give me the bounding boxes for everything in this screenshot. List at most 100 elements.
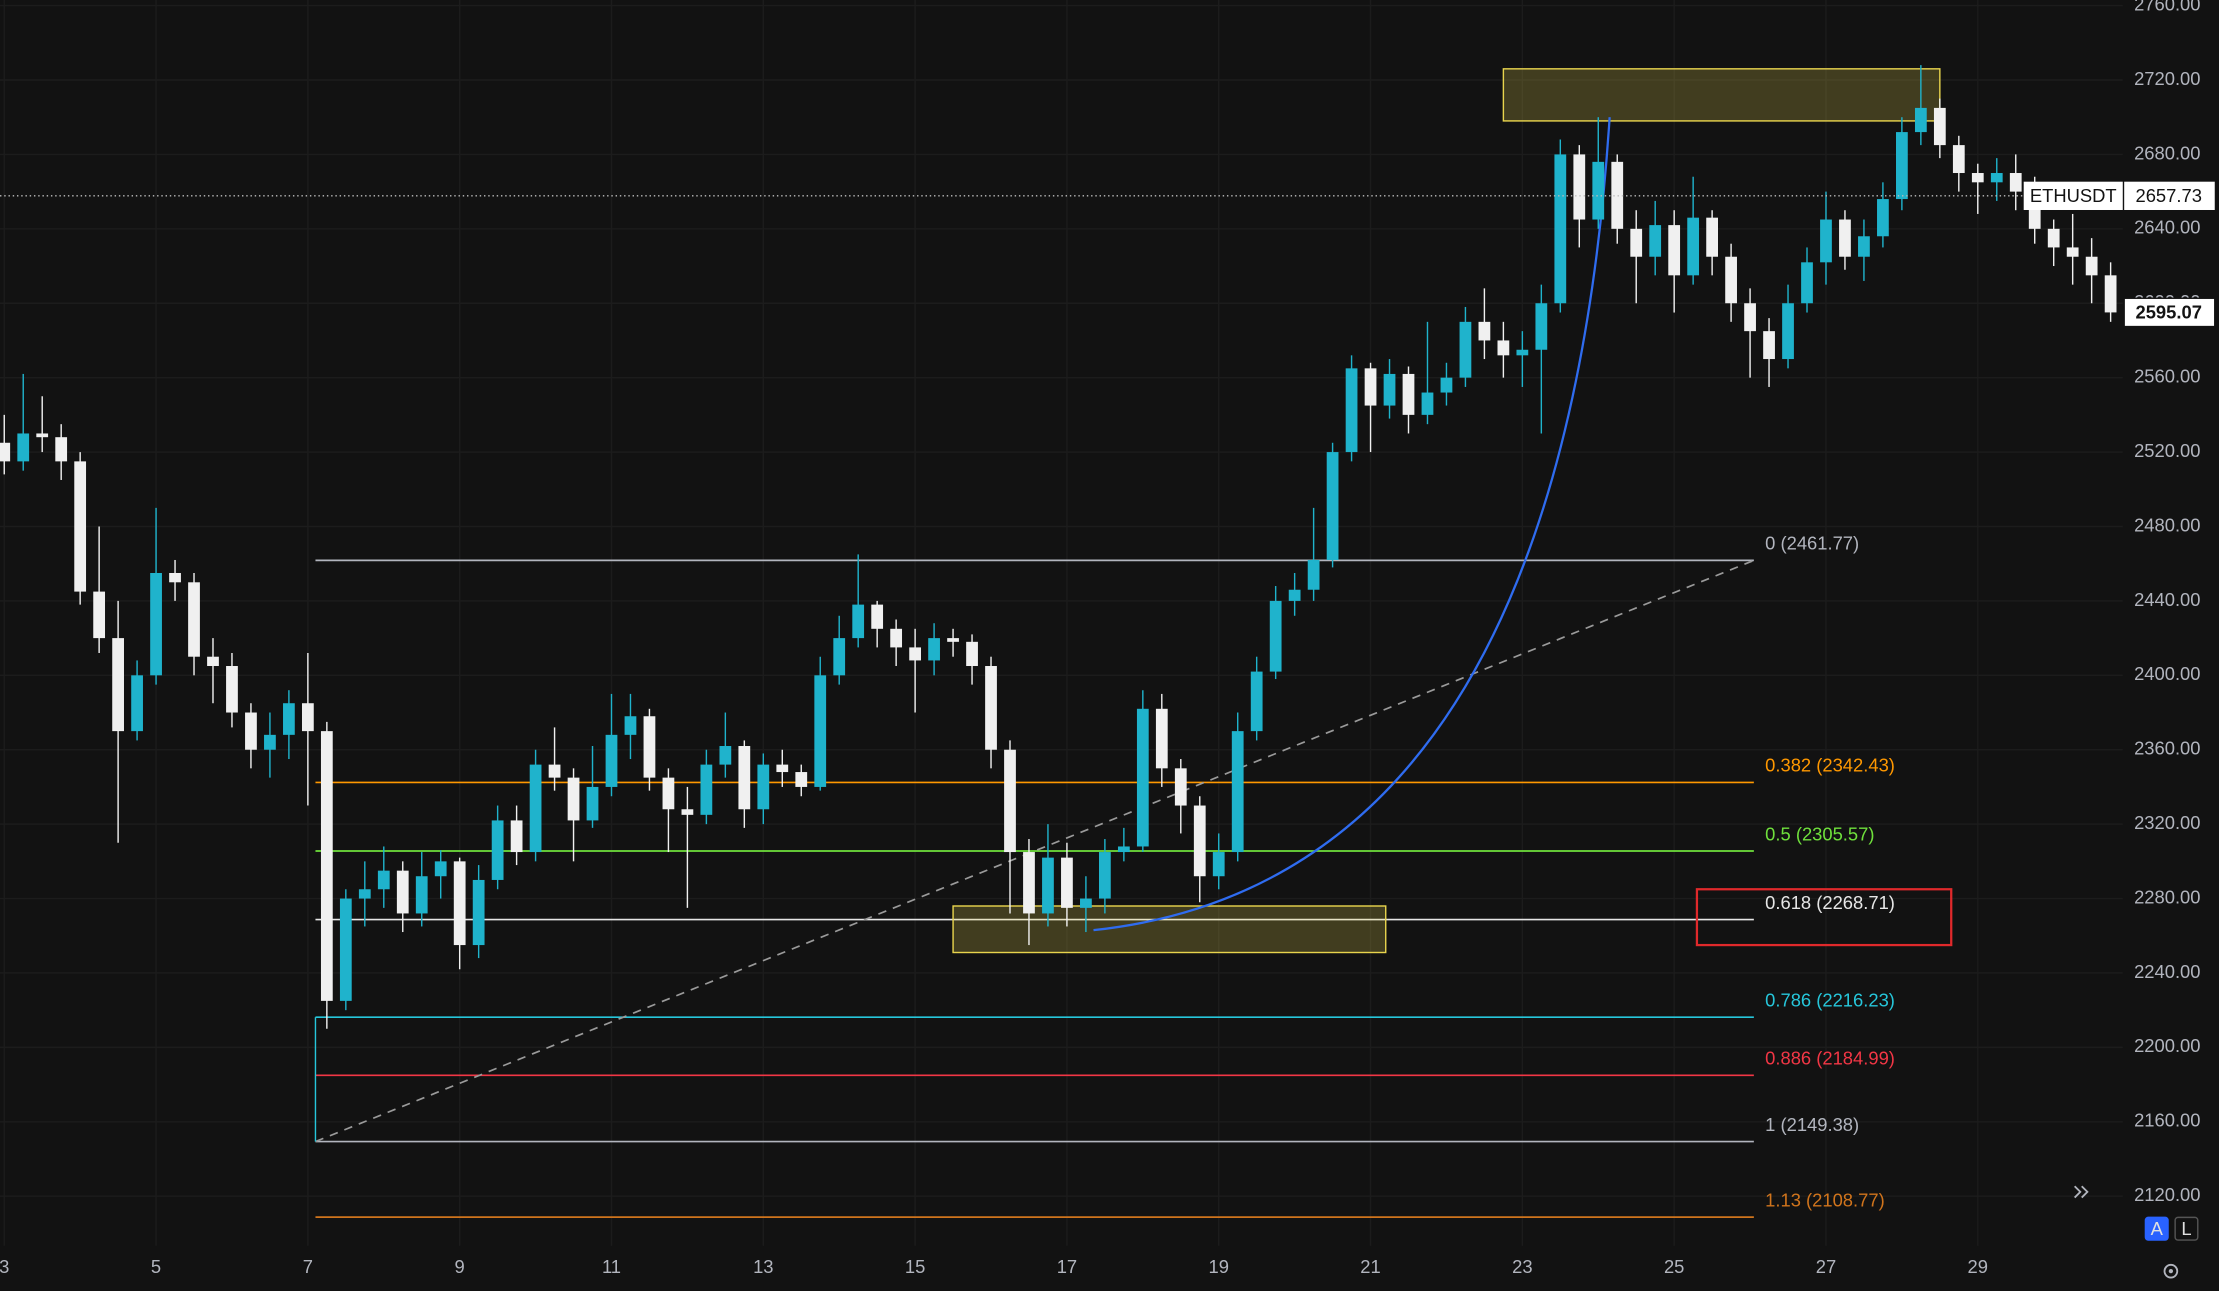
candle-body [2104, 275, 2117, 313]
candle-body [358, 889, 371, 899]
candle-body [1061, 857, 1073, 908]
candle-body [1820, 219, 1832, 263]
y-tick-label: 2400.00 [2134, 663, 2200, 684]
drawings: 0 (2461.77) 0.382 (2342.43) 0.5 (2305.57) 0… [314, 68, 1953, 1218]
candle-body [396, 870, 409, 914]
candle-body [264, 734, 276, 750]
candle-body [738, 746, 751, 810]
settings-button[interactable] [2163, 1263, 2179, 1279]
candle-body [2009, 173, 2022, 192]
candle-body [55, 437, 68, 462]
candle-body [1914, 107, 1927, 133]
candle-body [1421, 392, 1434, 415]
x-tick-label: 27 [1816, 1256, 1836, 1277]
y-tick-label: 2320.00 [2134, 812, 2200, 833]
y-tick-label: 2520.00 [2134, 440, 2200, 461]
candle-body [93, 591, 106, 639]
y-tick-label: 2240.00 [2134, 961, 2200, 982]
candle-body [2066, 247, 2079, 257]
y-tick-label: 2560.00 [2134, 366, 2200, 387]
candle-body [928, 638, 940, 661]
x-tick-label: 7 [303, 1256, 313, 1277]
overlay: ETHUSDT 2657.73 2595.07 [0, 181, 2216, 328]
candle-body [1098, 852, 1111, 899]
candle-body [1668, 225, 1681, 276]
candle-body [17, 433, 30, 462]
chevron-icon [2074, 1185, 2082, 1199]
candle-body [947, 638, 959, 642]
x-tick-label: 13 [753, 1256, 773, 1277]
candle-body [662, 777, 675, 810]
fib-level-label: 0.786 (2216.23) [1765, 989, 1895, 1010]
candle-body [776, 764, 789, 773]
y-tick-label: 2160.00 [2134, 1110, 2200, 1131]
x-tick-label: 3 [0, 1256, 9, 1277]
candle-body [1440, 377, 1453, 393]
symbol-box [2023, 181, 2123, 210]
fib-level-label: 0.382 (2342.43) [1765, 755, 1895, 776]
y-tick-label: 2480.00 [2134, 514, 2200, 535]
candle-body [510, 820, 523, 853]
fib-trend-line [315, 559, 1755, 1143]
candle-body [2028, 191, 2041, 229]
candle-body [1023, 852, 1035, 914]
trend-curve [1093, 117, 1611, 932]
candle-body [1554, 154, 1567, 304]
candle-body [453, 861, 466, 946]
candle-body [1155, 708, 1168, 769]
candle-body [1516, 349, 1529, 356]
y-tick-label: 2720.00 [2134, 68, 2200, 89]
price-line-label: 2657.73 [2136, 185, 2202, 206]
y-tick-label: 2360.00 [2134, 738, 2200, 759]
candle-body [1649, 225, 1662, 257]
y-tick-label: 2680.00 [2134, 142, 2200, 163]
candle-body [2047, 228, 2060, 248]
button-bg [2144, 1216, 2169, 1241]
candle-body [1383, 373, 1396, 406]
candle-body [1990, 173, 2003, 183]
candle-body [1117, 846, 1130, 853]
candle-body [1592, 161, 1605, 220]
candle-body [1250, 671, 1263, 732]
candle-body [112, 638, 124, 732]
x-tick-label: 23 [1512, 1256, 1532, 1277]
candle-body [1497, 340, 1510, 356]
candle-body [966, 641, 978, 667]
button-label: A [2151, 1218, 2164, 1239]
scroll-button[interactable] [2074, 1185, 2089, 1199]
candle-body [472, 879, 485, 946]
gear-icon [2163, 1263, 2179, 1279]
fib-level-label: 1.13 (2108.77) [1765, 1189, 1885, 1210]
candle-body [1364, 368, 1377, 406]
y-tick-label: 2760.00 [2134, 0, 2200, 14]
fib-level-label: 1 (2149.38) [1765, 1114, 1859, 1135]
last-price-box [2123, 297, 2216, 328]
candle-body [1345, 368, 1358, 453]
candle-body [1896, 132, 1908, 200]
candle-body [1933, 107, 1946, 146]
candle-body [1952, 145, 1965, 174]
highlight-box [1695, 888, 1953, 947]
highlight-box [1502, 68, 1941, 122]
candle-body [415, 876, 428, 914]
scale-button[interactable]: A [2144, 1216, 2169, 1241]
candle-body [491, 820, 504, 880]
candle-body [1288, 589, 1301, 601]
candle-body [1971, 173, 1984, 183]
x-tick-label: 19 [1209, 1256, 1229, 1277]
candle-body [700, 764, 713, 815]
button-label: L [2181, 1218, 2191, 1239]
candle-body [245, 712, 257, 750]
candle-body [681, 809, 694, 815]
candle-body [605, 734, 618, 787]
scale-button[interactable]: L [2174, 1216, 2199, 1241]
candle-body [283, 703, 295, 735]
candle-body [1573, 154, 1586, 220]
candle-body [207, 656, 219, 667]
x-tick-label: 29 [1968, 1256, 1988, 1277]
x-tick-label: 15 [905, 1256, 925, 1277]
x-tick-label: 17 [1057, 1256, 1077, 1277]
x-tick-label: 25 [1664, 1256, 1684, 1277]
candle-body [1763, 331, 1775, 360]
